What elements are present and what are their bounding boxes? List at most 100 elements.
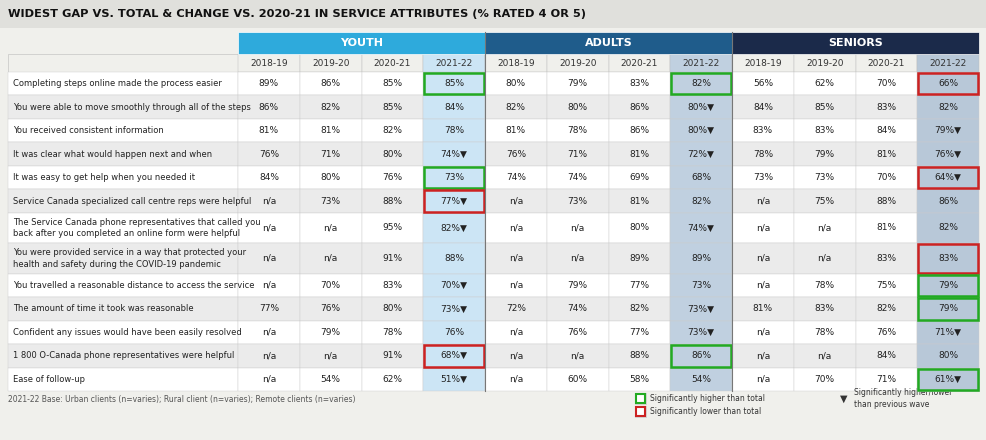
Text: 81%: 81% xyxy=(629,150,649,158)
Text: 70%▼: 70%▼ xyxy=(440,281,467,290)
Text: n/a: n/a xyxy=(508,224,523,232)
Bar xyxy=(546,321,608,344)
Text: 85%: 85% xyxy=(382,103,402,112)
Text: 84%: 84% xyxy=(876,126,895,135)
Text: 80%▼: 80%▼ xyxy=(687,103,714,112)
Text: n/a: n/a xyxy=(508,281,523,290)
Bar xyxy=(238,54,300,72)
Text: 2020-21: 2020-21 xyxy=(867,59,904,67)
Bar xyxy=(8,95,238,119)
Bar xyxy=(608,54,669,72)
Text: 71%▼: 71%▼ xyxy=(934,328,960,337)
Text: n/a: n/a xyxy=(261,328,276,337)
Text: 83%: 83% xyxy=(629,79,649,88)
Text: 74%▼: 74%▼ xyxy=(440,150,467,158)
Bar xyxy=(732,143,793,166)
Bar xyxy=(855,119,916,143)
Text: 83%: 83% xyxy=(382,281,402,290)
Text: 80%: 80% xyxy=(320,173,340,182)
Text: 79%: 79% xyxy=(567,79,587,88)
Bar xyxy=(238,274,300,297)
Bar xyxy=(917,73,977,95)
Bar xyxy=(238,72,300,95)
Bar xyxy=(546,344,608,367)
Text: 79%: 79% xyxy=(937,281,957,290)
Text: 80%: 80% xyxy=(382,304,402,313)
Text: 2019-20: 2019-20 xyxy=(805,59,842,67)
Bar xyxy=(423,54,484,72)
Text: n/a: n/a xyxy=(323,351,337,360)
Bar xyxy=(635,394,644,403)
Text: 76%: 76% xyxy=(505,150,526,158)
Bar xyxy=(669,297,732,321)
Text: 76%: 76% xyxy=(876,328,895,337)
Bar xyxy=(793,243,855,274)
Bar xyxy=(8,54,238,72)
Text: 75%: 75% xyxy=(813,197,834,205)
Text: 88%: 88% xyxy=(876,197,895,205)
Text: 80%: 80% xyxy=(567,103,587,112)
Bar xyxy=(916,143,978,166)
Text: The Service Canada phone representatives that called you
back after you complete: The Service Canada phone representatives… xyxy=(13,218,260,238)
Text: 84%: 84% xyxy=(444,103,463,112)
Text: 79%: 79% xyxy=(813,150,834,158)
Bar xyxy=(423,143,484,166)
Bar xyxy=(8,143,238,166)
Text: 89%: 89% xyxy=(629,254,649,263)
Bar xyxy=(8,189,238,213)
Bar xyxy=(361,367,423,391)
Text: 76%: 76% xyxy=(320,304,340,313)
Bar xyxy=(917,369,977,390)
Text: n/a: n/a xyxy=(755,197,769,205)
Bar xyxy=(608,143,669,166)
Text: 72%▼: 72%▼ xyxy=(687,150,714,158)
Bar xyxy=(361,297,423,321)
Bar xyxy=(916,297,978,321)
Text: WIDEST GAP VS. TOTAL & CHANGE VS. 2020-21 IN SERVICE ATTRIBUTES (% RATED 4 OR 5): WIDEST GAP VS. TOTAL & CHANGE VS. 2020-2… xyxy=(8,9,586,19)
Bar xyxy=(855,367,916,391)
Bar xyxy=(669,143,732,166)
Bar xyxy=(855,72,916,95)
Text: 77%: 77% xyxy=(629,328,649,337)
Text: 75%: 75% xyxy=(876,281,895,290)
Bar xyxy=(8,72,238,95)
Text: 80%: 80% xyxy=(629,224,649,232)
Text: 82%: 82% xyxy=(382,126,402,135)
Bar xyxy=(361,189,423,213)
Bar xyxy=(669,274,732,297)
Bar xyxy=(300,166,361,189)
Bar xyxy=(0,0,986,28)
Text: 78%: 78% xyxy=(382,328,402,337)
Bar xyxy=(608,213,669,243)
Text: 2020-21: 2020-21 xyxy=(620,59,658,67)
Bar xyxy=(361,321,423,344)
Text: 2018-19: 2018-19 xyxy=(743,59,781,67)
Bar xyxy=(300,213,361,243)
Bar xyxy=(635,407,644,416)
Bar xyxy=(855,95,916,119)
Bar xyxy=(732,54,793,72)
Bar xyxy=(855,143,916,166)
Text: n/a: n/a xyxy=(508,254,523,263)
Bar xyxy=(546,54,608,72)
Text: n/a: n/a xyxy=(323,254,337,263)
Text: 73%: 73% xyxy=(752,173,772,182)
Text: 69%: 69% xyxy=(629,173,649,182)
Bar xyxy=(608,243,669,274)
Bar xyxy=(424,73,483,95)
Bar xyxy=(732,189,793,213)
Bar xyxy=(793,189,855,213)
Bar xyxy=(484,274,546,297)
Text: 71%: 71% xyxy=(567,150,587,158)
Bar xyxy=(608,344,669,367)
Text: n/a: n/a xyxy=(755,351,769,360)
Text: 78%: 78% xyxy=(567,126,587,135)
Text: 83%: 83% xyxy=(813,126,834,135)
Bar xyxy=(300,72,361,95)
Bar xyxy=(917,275,977,296)
Text: 61%▼: 61%▼ xyxy=(934,375,960,384)
Bar xyxy=(916,189,978,213)
Text: 73%▼: 73%▼ xyxy=(440,304,467,313)
Bar xyxy=(732,243,793,274)
Bar xyxy=(669,166,732,189)
